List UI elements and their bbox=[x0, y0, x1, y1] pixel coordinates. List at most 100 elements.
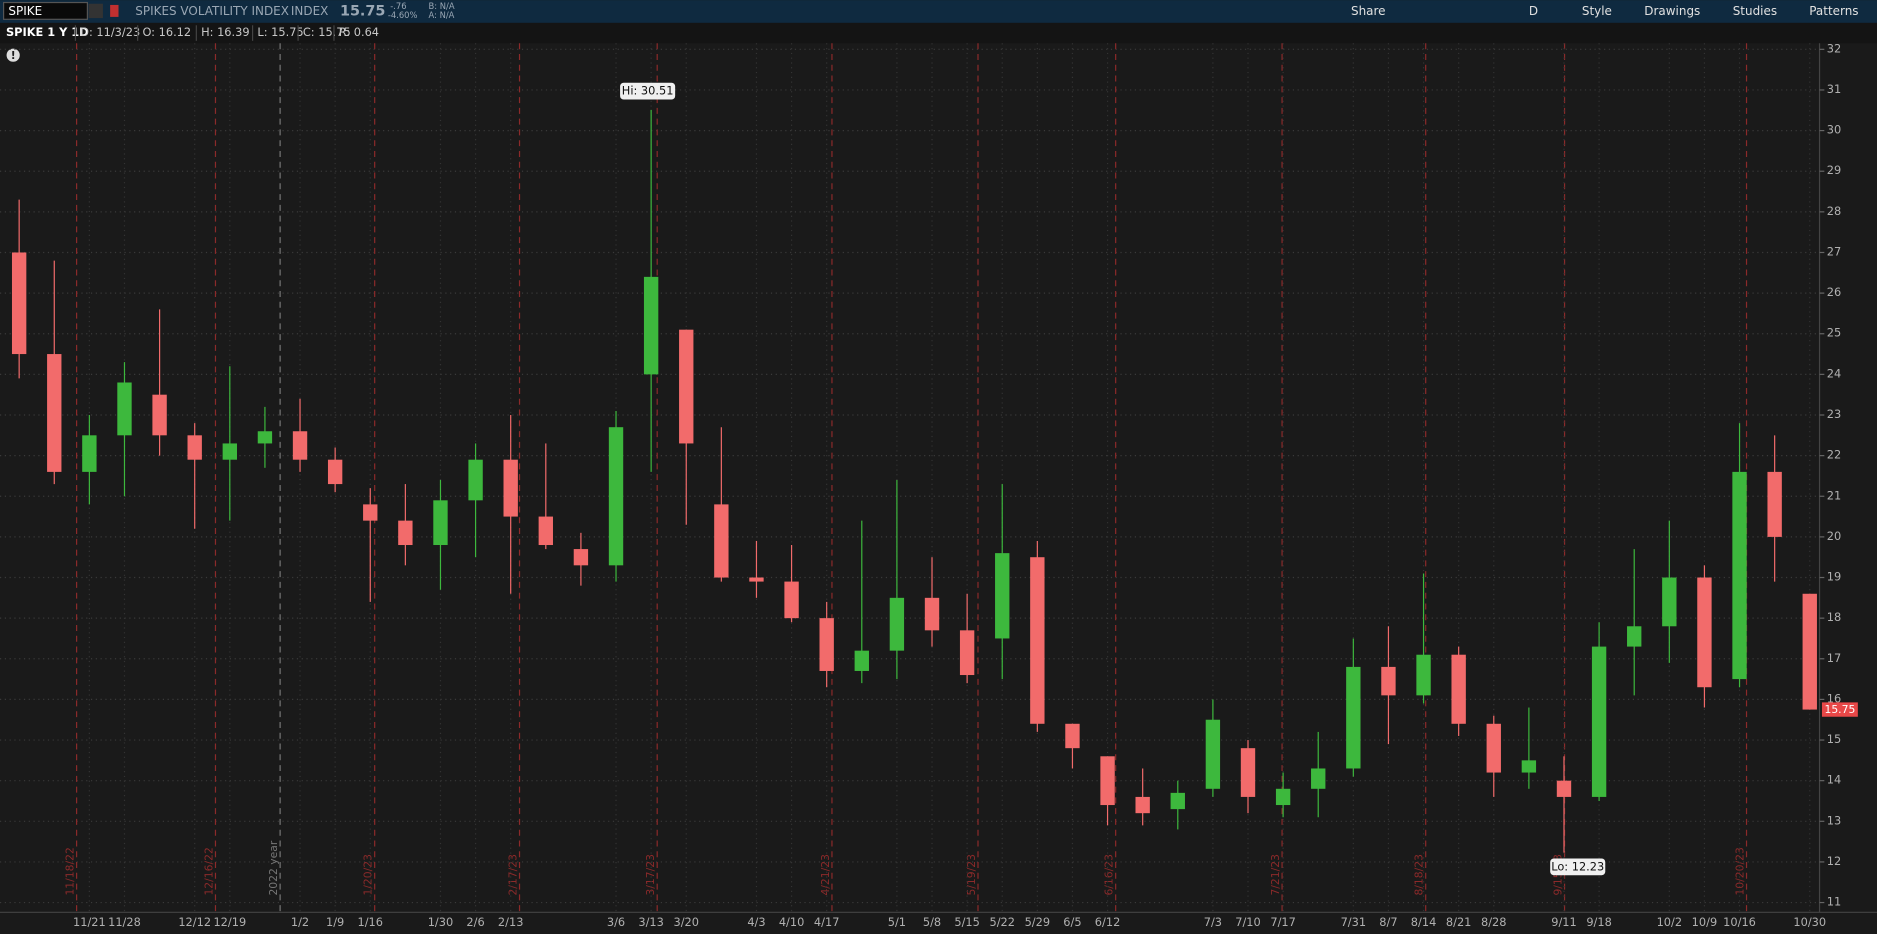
top-bar bbox=[0, 0, 1877, 23]
candle-body bbox=[1767, 471, 1782, 537]
candle-body bbox=[1416, 654, 1431, 696]
candle-body bbox=[1381, 666, 1396, 696]
x-tick-label: 9/18 bbox=[1586, 915, 1612, 929]
expiration-label: 11/18/22 bbox=[64, 847, 77, 895]
candle-body bbox=[117, 382, 132, 436]
expiration-label: 3/17/23 bbox=[644, 854, 657, 896]
x-tick-label: 12/12 bbox=[178, 915, 211, 929]
info-field: C: 15.75 bbox=[303, 25, 351, 39]
candle-body bbox=[1451, 654, 1466, 724]
candle-body bbox=[292, 431, 308, 460]
x-tick-label: 7/31 bbox=[1341, 915, 1367, 929]
x-tick-label: 4/10 bbox=[779, 915, 805, 929]
price-tag-label: 15.75 bbox=[1824, 703, 1855, 716]
x-tick-label: 10/2 bbox=[1657, 915, 1683, 929]
expiration-label: 7/21/23 bbox=[1269, 854, 1282, 896]
annotation-box bbox=[1550, 858, 1606, 876]
candle-body bbox=[1627, 626, 1642, 647]
candle-body bbox=[1275, 788, 1291, 806]
toolbar-button[interactable]: Share bbox=[1351, 4, 1386, 18]
x-tick-label: 3/20 bbox=[673, 915, 699, 929]
info-field: D: 11/3/23 bbox=[80, 25, 140, 39]
candle-body bbox=[363, 504, 378, 521]
bid: B: N/A bbox=[429, 1, 455, 11]
candle-body bbox=[924, 597, 940, 631]
candle-body bbox=[819, 618, 834, 671]
candle-body bbox=[1802, 593, 1817, 710]
candle-body bbox=[1346, 666, 1361, 769]
toolbar-button[interactable]: Patterns bbox=[1809, 4, 1858, 18]
candle-body bbox=[784, 581, 799, 619]
info-field: L: 15.75 bbox=[257, 25, 303, 39]
y-tick-label: 14 bbox=[1827, 773, 1841, 787]
info-field: SPIKE 1 Y 1D bbox=[6, 25, 89, 39]
candle-body bbox=[152, 394, 167, 436]
candle-body bbox=[257, 431, 273, 444]
annotation: Lo: 12.23 bbox=[1551, 859, 1604, 873]
candle-body bbox=[1556, 780, 1572, 797]
y-tick-label: 27 bbox=[1827, 244, 1841, 258]
candle-body bbox=[573, 549, 589, 566]
toolbar-button[interactable]: Style bbox=[1582, 4, 1612, 18]
y-tick-label: 18 bbox=[1827, 610, 1841, 624]
x-tick-label: 3/6 bbox=[607, 915, 625, 929]
candle-body bbox=[82, 435, 97, 472]
x-tick-label: 1/2 bbox=[291, 915, 309, 929]
info-field: H: 16.39 bbox=[201, 25, 250, 39]
expiration-label: 2/17/23 bbox=[507, 854, 520, 896]
x-tick-label: 5/29 bbox=[1025, 915, 1051, 929]
candle-body bbox=[1170, 792, 1185, 810]
x-tick-label: 12/19 bbox=[213, 915, 246, 929]
toolbar-button[interactable]: D bbox=[1529, 4, 1538, 18]
info-field: R: 0.64 bbox=[339, 25, 379, 39]
y-tick-label: 24 bbox=[1827, 366, 1841, 380]
candle-body bbox=[327, 459, 343, 485]
candle-body bbox=[714, 504, 729, 578]
y-tick-label: 28 bbox=[1827, 204, 1841, 218]
candle-body bbox=[47, 354, 62, 472]
candle-body bbox=[679, 329, 694, 444]
y-tick-label: 16 bbox=[1827, 691, 1841, 705]
x-tick-label: 6/12 bbox=[1095, 915, 1121, 929]
y-tick-label: 29 bbox=[1827, 163, 1841, 177]
x-tick-label: 7/10 bbox=[1235, 915, 1261, 929]
x-tick-label: 8/7 bbox=[1379, 915, 1397, 929]
net-change: -.76 bbox=[390, 1, 406, 11]
pct-change: -4.60% bbox=[388, 10, 418, 20]
x-tick-label: 8/21 bbox=[1446, 915, 1472, 929]
toolbar-button[interactable]: Drawings bbox=[1644, 4, 1700, 18]
toolbar-button[interactable]: Studies bbox=[1733, 4, 1777, 18]
x-tick-label: 7/17 bbox=[1270, 915, 1296, 929]
symbol-dropdown[interactable] bbox=[88, 3, 103, 19]
x-tick-label: 10/9 bbox=[1692, 915, 1718, 929]
candle-body bbox=[1311, 768, 1326, 789]
y-tick-label: 32 bbox=[1827, 41, 1841, 55]
x-tick-label: 7/3 bbox=[1204, 915, 1222, 929]
info-field: O: 16.12 bbox=[142, 25, 191, 39]
x-tick-label: 1/30 bbox=[428, 915, 454, 929]
y-tick-label: 30 bbox=[1827, 123, 1841, 137]
y-tick-label: 22 bbox=[1827, 448, 1841, 462]
candle-body bbox=[1662, 577, 1677, 627]
symbol-name: SPIKES VOLATILITY INDEX bbox=[135, 4, 289, 18]
x-tick-label: 4/17 bbox=[814, 915, 840, 929]
candle-body bbox=[538, 516, 553, 546]
symbol-input[interactable] bbox=[2, 1, 88, 20]
symbol: SPIKE bbox=[8, 4, 42, 18]
alert-icon-glyph: ! bbox=[11, 49, 16, 62]
y-tick-label: 12 bbox=[1827, 854, 1841, 868]
toolbar: Share D Style Drawings Studies Patterns bbox=[1351, 4, 1859, 18]
symbol-kind: INDEX bbox=[291, 4, 328, 18]
y-tick-label: 21 bbox=[1827, 488, 1841, 502]
expiration-label: 1/20/23 bbox=[362, 854, 375, 896]
expiration-label: 4/21/23 bbox=[819, 854, 832, 896]
x-tick-label: 1/9 bbox=[326, 915, 344, 929]
alert-icon[interactable] bbox=[6, 48, 20, 62]
candle-body bbox=[1240, 748, 1256, 797]
candle-body bbox=[995, 553, 1010, 639]
candle-body bbox=[187, 435, 202, 460]
expiration-label: 8/18/23 bbox=[1413, 854, 1426, 896]
x-tick-label: 2/13 bbox=[498, 915, 524, 929]
expiration-label: 5/19/23 bbox=[965, 854, 978, 896]
candle-body bbox=[11, 252, 27, 355]
